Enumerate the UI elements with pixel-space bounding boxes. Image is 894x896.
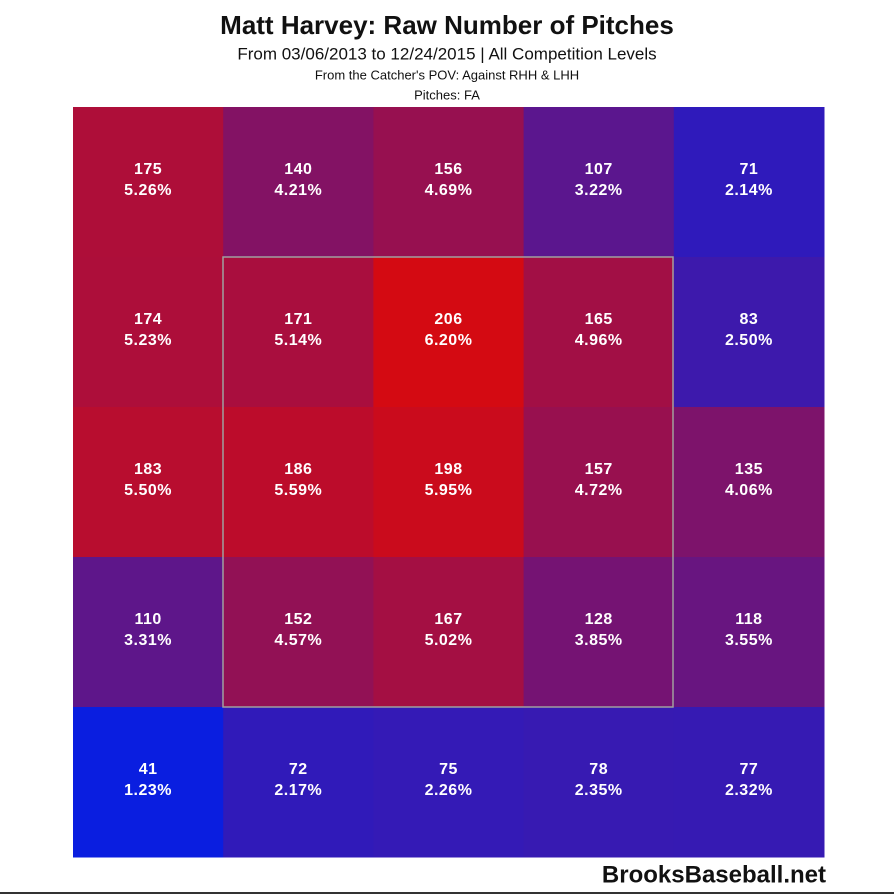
cell bbox=[73, 107, 224, 258]
cell-percent: 4.21% bbox=[274, 182, 322, 199]
cell-percent: 4.69% bbox=[425, 182, 473, 199]
cell-count: 157 bbox=[585, 461, 613, 478]
cell-percent: 1.23% bbox=[124, 782, 172, 799]
cell-percent: 3.55% bbox=[725, 632, 773, 649]
cell-percent: 5.02% bbox=[425, 632, 473, 649]
cell bbox=[523, 407, 675, 558]
cell-percent: 2.35% bbox=[575, 782, 623, 799]
watermark: BrooksBaseball.net bbox=[602, 861, 826, 888]
cell-percent: 5.23% bbox=[124, 332, 172, 349]
cell bbox=[373, 707, 525, 858]
cell-count: 156 bbox=[434, 161, 462, 178]
cell-count: 71 bbox=[740, 161, 759, 178]
cell-count: 206 bbox=[434, 311, 462, 328]
cell bbox=[73, 707, 224, 858]
cell-count: 186 bbox=[284, 461, 312, 478]
cell-count: 41 bbox=[139, 761, 158, 778]
cell-count: 118 bbox=[735, 611, 762, 628]
cell bbox=[523, 257, 675, 408]
cell bbox=[673, 257, 825, 408]
cell-percent: 2.50% bbox=[725, 332, 773, 349]
cell-count: 140 bbox=[284, 161, 312, 178]
cell bbox=[673, 107, 825, 258]
cell-count: 183 bbox=[134, 461, 162, 478]
cell bbox=[223, 257, 374, 408]
cell-percent: 5.14% bbox=[274, 332, 322, 349]
cell-count: 174 bbox=[134, 311, 162, 328]
cell-percent: 2.32% bbox=[725, 782, 773, 799]
cell-count: 110 bbox=[134, 611, 161, 628]
cell bbox=[223, 557, 374, 708]
cell bbox=[73, 557, 224, 708]
cell-count: 171 bbox=[284, 311, 312, 328]
cell-count: 107 bbox=[585, 161, 613, 178]
cell-count: 175 bbox=[134, 161, 162, 178]
cell-percent: 4.96% bbox=[575, 332, 623, 349]
cell bbox=[373, 407, 525, 558]
cell-percent: 3.22% bbox=[575, 182, 623, 199]
cell-percent: 2.26% bbox=[425, 782, 473, 799]
cell bbox=[523, 107, 675, 258]
cell bbox=[223, 407, 374, 558]
cell-percent: 2.14% bbox=[725, 182, 773, 199]
cell-count: 167 bbox=[434, 611, 462, 628]
cell bbox=[373, 107, 525, 258]
cell-percent: 2.17% bbox=[274, 782, 322, 799]
cell-percent: 4.72% bbox=[575, 482, 623, 499]
cell-count: 77 bbox=[740, 761, 759, 778]
chart-note: From the Catcher's POV: Against RHH & LH… bbox=[315, 67, 579, 82]
cell bbox=[223, 707, 374, 858]
cell-percent: 4.57% bbox=[274, 632, 322, 649]
cell-percent: 5.95% bbox=[425, 482, 473, 499]
cell-percent: 5.26% bbox=[124, 182, 172, 199]
cell-count: 165 bbox=[585, 311, 613, 328]
cell bbox=[373, 557, 525, 708]
cell-percent: 6.20% bbox=[425, 332, 473, 349]
cell-count: 128 bbox=[585, 611, 613, 628]
cell-count: 83 bbox=[740, 311, 759, 328]
cell-percent: 5.59% bbox=[274, 482, 322, 499]
cell-count: 75 bbox=[439, 761, 458, 778]
cell bbox=[73, 257, 224, 408]
cell-count: 135 bbox=[735, 461, 763, 478]
cell-count: 198 bbox=[434, 461, 462, 478]
cell bbox=[523, 707, 675, 858]
cell bbox=[373, 257, 525, 408]
cell-count: 72 bbox=[289, 761, 308, 778]
cell bbox=[73, 407, 224, 558]
chart-title: Matt Harvey: Raw Number of Pitches bbox=[220, 10, 674, 40]
cell bbox=[673, 557, 825, 708]
chart-subtitle: From 03/06/2013 to 12/24/2015 | All Comp… bbox=[237, 44, 656, 63]
cell-count: 152 bbox=[284, 611, 312, 628]
cell bbox=[523, 557, 675, 708]
chart-note: Pitches: FA bbox=[414, 87, 480, 102]
cell-percent: 5.50% bbox=[124, 482, 172, 499]
strike-zone bbox=[222, 256, 674, 708]
cell-percent: 3.31% bbox=[124, 632, 172, 649]
cell bbox=[673, 407, 825, 558]
heatmap: 175 5.26% 140 4.21% 156 4.69% 107 3.22% 71 2.14% 1… bbox=[73, 107, 825, 858]
cell bbox=[673, 707, 825, 858]
cell-percent: 4.06% bbox=[725, 482, 773, 499]
cell-percent: 3.85% bbox=[575, 632, 623, 649]
cell-count: 78 bbox=[589, 761, 608, 778]
cell bbox=[223, 107, 374, 258]
